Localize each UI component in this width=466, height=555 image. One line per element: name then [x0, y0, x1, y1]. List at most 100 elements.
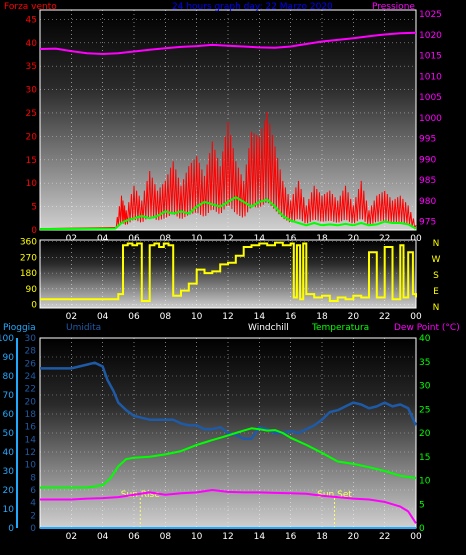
x-tick-label: 02 [66, 234, 77, 244]
y-tick-label: 30 [25, 334, 37, 344]
x-tick-label: 04 [97, 234, 109, 244]
y-tick-label: 980 [419, 197, 436, 207]
y-tick-label: 5 [31, 203, 37, 213]
wind-direction-line [40, 241, 417, 302]
sunrise-label: Sun Rise [121, 490, 160, 500]
y-tick-label: 14 [25, 435, 37, 445]
series-group: Sun Rise Sun Set [40, 361, 418, 529]
y-tick-label: 12 [25, 448, 36, 458]
y-tick-label: 30 [3, 467, 15, 477]
x-tick-label: 08 [160, 234, 172, 244]
y-tick-label: 20 [26, 132, 38, 142]
y-tick-label: 0 [31, 226, 37, 236]
sunset-label: Sun Set [317, 490, 352, 500]
x-tick-label: 20 [348, 234, 360, 244]
x-tick-label: 12 [222, 234, 233, 244]
wind-series-line [39, 196, 417, 231]
y-tick-label: 0 [30, 524, 36, 534]
right-axis-title: Pressione [372, 2, 415, 12]
x-tick-label: 10 [191, 234, 203, 244]
y-tick-label: 4 [30, 499, 36, 509]
series-group [39, 31, 417, 231]
y-tick-label: 0 [31, 301, 37, 311]
y-tick-label: 1020 [419, 31, 442, 41]
y-tick-label: 70 [3, 391, 15, 401]
y-tick-label: 5 [419, 500, 425, 510]
y-tick-label: 990 [419, 155, 436, 165]
dewpoint-series-line [40, 489, 417, 524]
y-tick-label: 10 [25, 461, 37, 471]
y-tick-label: 25 [26, 109, 37, 119]
temperatura-label: Temperatura [311, 323, 369, 333]
y-tick-label: 30 [419, 382, 431, 392]
temperature-series-line [40, 427, 417, 489]
y-tick-label: 45 [26, 15, 37, 25]
humidity-temperature-panel: Pioggia Umidita Windchill Temperatura De… [0, 323, 460, 542]
y-tick-label: 22 [25, 385, 36, 395]
x-tick-label: 14 [254, 532, 266, 542]
y-tick-label: 2 [30, 511, 36, 521]
y-tick-label: 24 [25, 372, 37, 382]
x-tick-label: 14 [254, 312, 266, 322]
compass-label: N [433, 239, 440, 249]
x-tick-label: 18 [316, 234, 328, 244]
compass-label: N [433, 303, 440, 313]
left-axis-title: Forza vento [4, 2, 57, 12]
x-tick-label: 18 [316, 532, 328, 542]
y-tick-label: 15 [419, 453, 430, 463]
axis-ticks: 02 04 06 08 10 12 14 16 18 20 22 000102030405060708… [0, 334, 431, 542]
x-tick-label: 00 [410, 532, 422, 542]
x-tick-label: 16 [285, 532, 297, 542]
x-tick-label: 22 [379, 234, 390, 244]
y-tick-label: 25 [419, 405, 430, 415]
x-tick-label: 16 [285, 312, 297, 322]
axis-ticks: 02 04 06 08 10 12 14 16 18 20 22 000510152025303540… [26, 10, 443, 244]
pioggia-label: Pioggia [3, 323, 36, 333]
y-tick-label: 40 [26, 39, 38, 49]
x-tick-label: 08 [160, 312, 172, 322]
y-tick-label: 10 [26, 179, 38, 189]
y-tick-label: 26 [25, 359, 37, 369]
x-tick-label: 12 [222, 532, 233, 542]
y-tick-label: 1010 [419, 72, 442, 82]
y-tick-label: 18 [25, 410, 37, 420]
y-tick-label: 360 [20, 238, 37, 248]
y-tick-label: 975 [419, 218, 436, 228]
x-tick-label: 00 [410, 234, 422, 244]
y-tick-label: 8 [30, 473, 36, 483]
compass-label: W [432, 255, 441, 265]
x-tick-label: 06 [128, 532, 140, 542]
gust-series-line [39, 111, 417, 230]
x-tick-label: 16 [285, 234, 297, 244]
y-tick-label: 90 [3, 353, 15, 363]
y-tick-label: 50 [3, 429, 15, 439]
y-tick-label: 80 [3, 372, 15, 382]
x-tick-label: 20 [348, 312, 360, 322]
y-tick-label: 0 [8, 524, 14, 534]
y-tick-label: 16 [25, 423, 37, 433]
x-tick-label: 12 [222, 312, 233, 322]
x-tick-label: 04 [97, 312, 109, 322]
chart-title: 24 hours graph day: 22 Marzo 2020 [172, 2, 333, 12]
y-tick-label: 30 [26, 86, 38, 96]
windchill-label: Windchill [248, 323, 289, 333]
y-tick-label: 10 [419, 477, 431, 487]
y-tick-label: 1015 [419, 52, 442, 62]
y-tick-label: 995 [419, 135, 436, 145]
humidity-series-line [40, 361, 418, 440]
y-tick-label: 35 [419, 358, 430, 368]
x-tick-label: 00 [410, 312, 422, 322]
y-tick-label: 10 [3, 505, 15, 515]
y-tick-label: 6 [30, 486, 36, 496]
y-tick-label: 100 [0, 334, 14, 344]
x-tick-label: 10 [191, 312, 203, 322]
wind-pressure-panel: Forza vento 24 hours graph day: 22 Marzo… [4, 2, 442, 244]
x-tick-label: 04 [97, 532, 109, 542]
compass-label: E [433, 287, 439, 297]
y-tick-label: 28 [25, 347, 37, 357]
dew-point-label: Dew Point (°C) [394, 323, 460, 333]
